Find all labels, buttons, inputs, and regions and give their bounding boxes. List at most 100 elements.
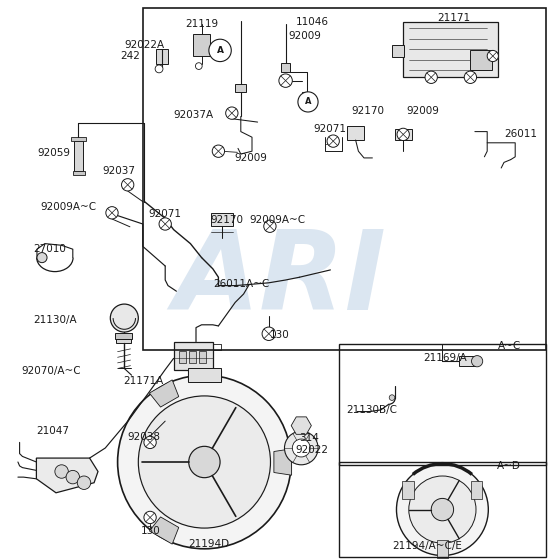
Text: 92038: 92038 <box>128 432 161 442</box>
Text: 21130/A: 21130/A <box>34 315 77 325</box>
Circle shape <box>279 74 292 87</box>
Circle shape <box>389 395 395 400</box>
Polygon shape <box>291 417 311 435</box>
Circle shape <box>397 128 409 141</box>
Circle shape <box>464 71 477 83</box>
Circle shape <box>262 327 276 340</box>
Circle shape <box>77 476 91 489</box>
Polygon shape <box>150 380 179 407</box>
Polygon shape <box>403 480 414 498</box>
Bar <box>189 351 196 363</box>
Text: 314: 314 <box>300 433 319 443</box>
Text: 92009: 92009 <box>406 106 439 116</box>
Circle shape <box>396 464 488 556</box>
Circle shape <box>431 498 454 521</box>
Text: 26011: 26011 <box>504 129 537 139</box>
Text: 21130B/C: 21130B/C <box>346 405 397 416</box>
Text: 92037: 92037 <box>102 166 136 176</box>
Text: 27010: 27010 <box>34 244 67 254</box>
Text: 92170: 92170 <box>211 215 244 225</box>
Polygon shape <box>347 126 364 140</box>
Text: 130: 130 <box>141 526 161 536</box>
Circle shape <box>144 436 156 449</box>
Text: 242: 242 <box>120 51 139 61</box>
Circle shape <box>292 439 310 457</box>
Text: 92170: 92170 <box>352 106 385 116</box>
Polygon shape <box>471 480 482 498</box>
Circle shape <box>189 446 220 478</box>
Circle shape <box>212 145 225 157</box>
Polygon shape <box>150 517 179 544</box>
Circle shape <box>110 304 138 332</box>
Text: 21169/A: 21169/A <box>423 353 467 363</box>
Text: 92070/A~C: 92070/A~C <box>21 366 81 376</box>
Polygon shape <box>115 333 132 339</box>
Circle shape <box>296 420 307 431</box>
Circle shape <box>284 431 318 465</box>
Text: A~D: A~D <box>497 461 521 472</box>
Polygon shape <box>274 449 292 475</box>
Polygon shape <box>437 540 448 558</box>
Text: 92009A~C: 92009A~C <box>250 215 306 225</box>
Polygon shape <box>470 50 492 70</box>
Bar <box>179 351 186 363</box>
Circle shape <box>409 476 476 543</box>
Text: 21171: 21171 <box>437 13 470 23</box>
Polygon shape <box>281 63 290 72</box>
Circle shape <box>144 511 156 524</box>
Text: 11046: 11046 <box>296 17 328 27</box>
Circle shape <box>425 71 437 83</box>
Circle shape <box>122 179 134 191</box>
Polygon shape <box>71 137 86 141</box>
Bar <box>339 344 546 465</box>
Circle shape <box>472 356 483 367</box>
Text: 21119: 21119 <box>185 18 218 29</box>
Polygon shape <box>392 45 404 57</box>
Circle shape <box>118 375 291 549</box>
Text: A: A <box>305 97 311 106</box>
Text: 92009: 92009 <box>234 153 267 163</box>
Polygon shape <box>403 22 498 77</box>
Text: ARI: ARI <box>174 226 386 334</box>
Circle shape <box>37 253 47 263</box>
Text: 21194/A~C/E: 21194/A~C/E <box>392 541 462 551</box>
Text: 21194D: 21194D <box>188 539 229 549</box>
Circle shape <box>327 135 339 147</box>
Polygon shape <box>73 171 85 175</box>
Polygon shape <box>174 342 213 370</box>
Polygon shape <box>459 356 475 366</box>
Circle shape <box>159 218 171 230</box>
Polygon shape <box>211 213 233 226</box>
Circle shape <box>264 220 276 232</box>
Circle shape <box>209 39 231 62</box>
Polygon shape <box>193 34 210 56</box>
Text: 26011A~C: 26011A~C <box>213 279 269 290</box>
Circle shape <box>487 50 498 62</box>
Text: 130: 130 <box>269 330 289 340</box>
Text: 92009A~C: 92009A~C <box>40 202 96 212</box>
Bar <box>199 351 206 363</box>
Polygon shape <box>235 84 246 92</box>
Polygon shape <box>36 458 98 493</box>
Polygon shape <box>395 129 412 140</box>
Circle shape <box>226 107 238 119</box>
Text: 21047: 21047 <box>36 426 69 436</box>
Circle shape <box>106 207 118 219</box>
Circle shape <box>155 65 163 73</box>
Text: 92071: 92071 <box>314 124 347 134</box>
Polygon shape <box>188 368 221 382</box>
Polygon shape <box>116 339 131 343</box>
Circle shape <box>55 465 68 478</box>
Circle shape <box>66 470 80 484</box>
Text: 92071: 92071 <box>148 209 181 220</box>
Bar <box>339 462 546 557</box>
Text: 92022: 92022 <box>296 445 329 455</box>
Text: 92059: 92059 <box>38 148 71 158</box>
Circle shape <box>298 92 318 112</box>
Text: A~C: A~C <box>497 341 521 351</box>
Polygon shape <box>156 49 168 64</box>
Text: 21171A: 21171A <box>123 376 164 386</box>
Text: 92037A: 92037A <box>174 110 214 120</box>
Bar <box>143 8 546 350</box>
Text: 92009: 92009 <box>288 31 321 41</box>
